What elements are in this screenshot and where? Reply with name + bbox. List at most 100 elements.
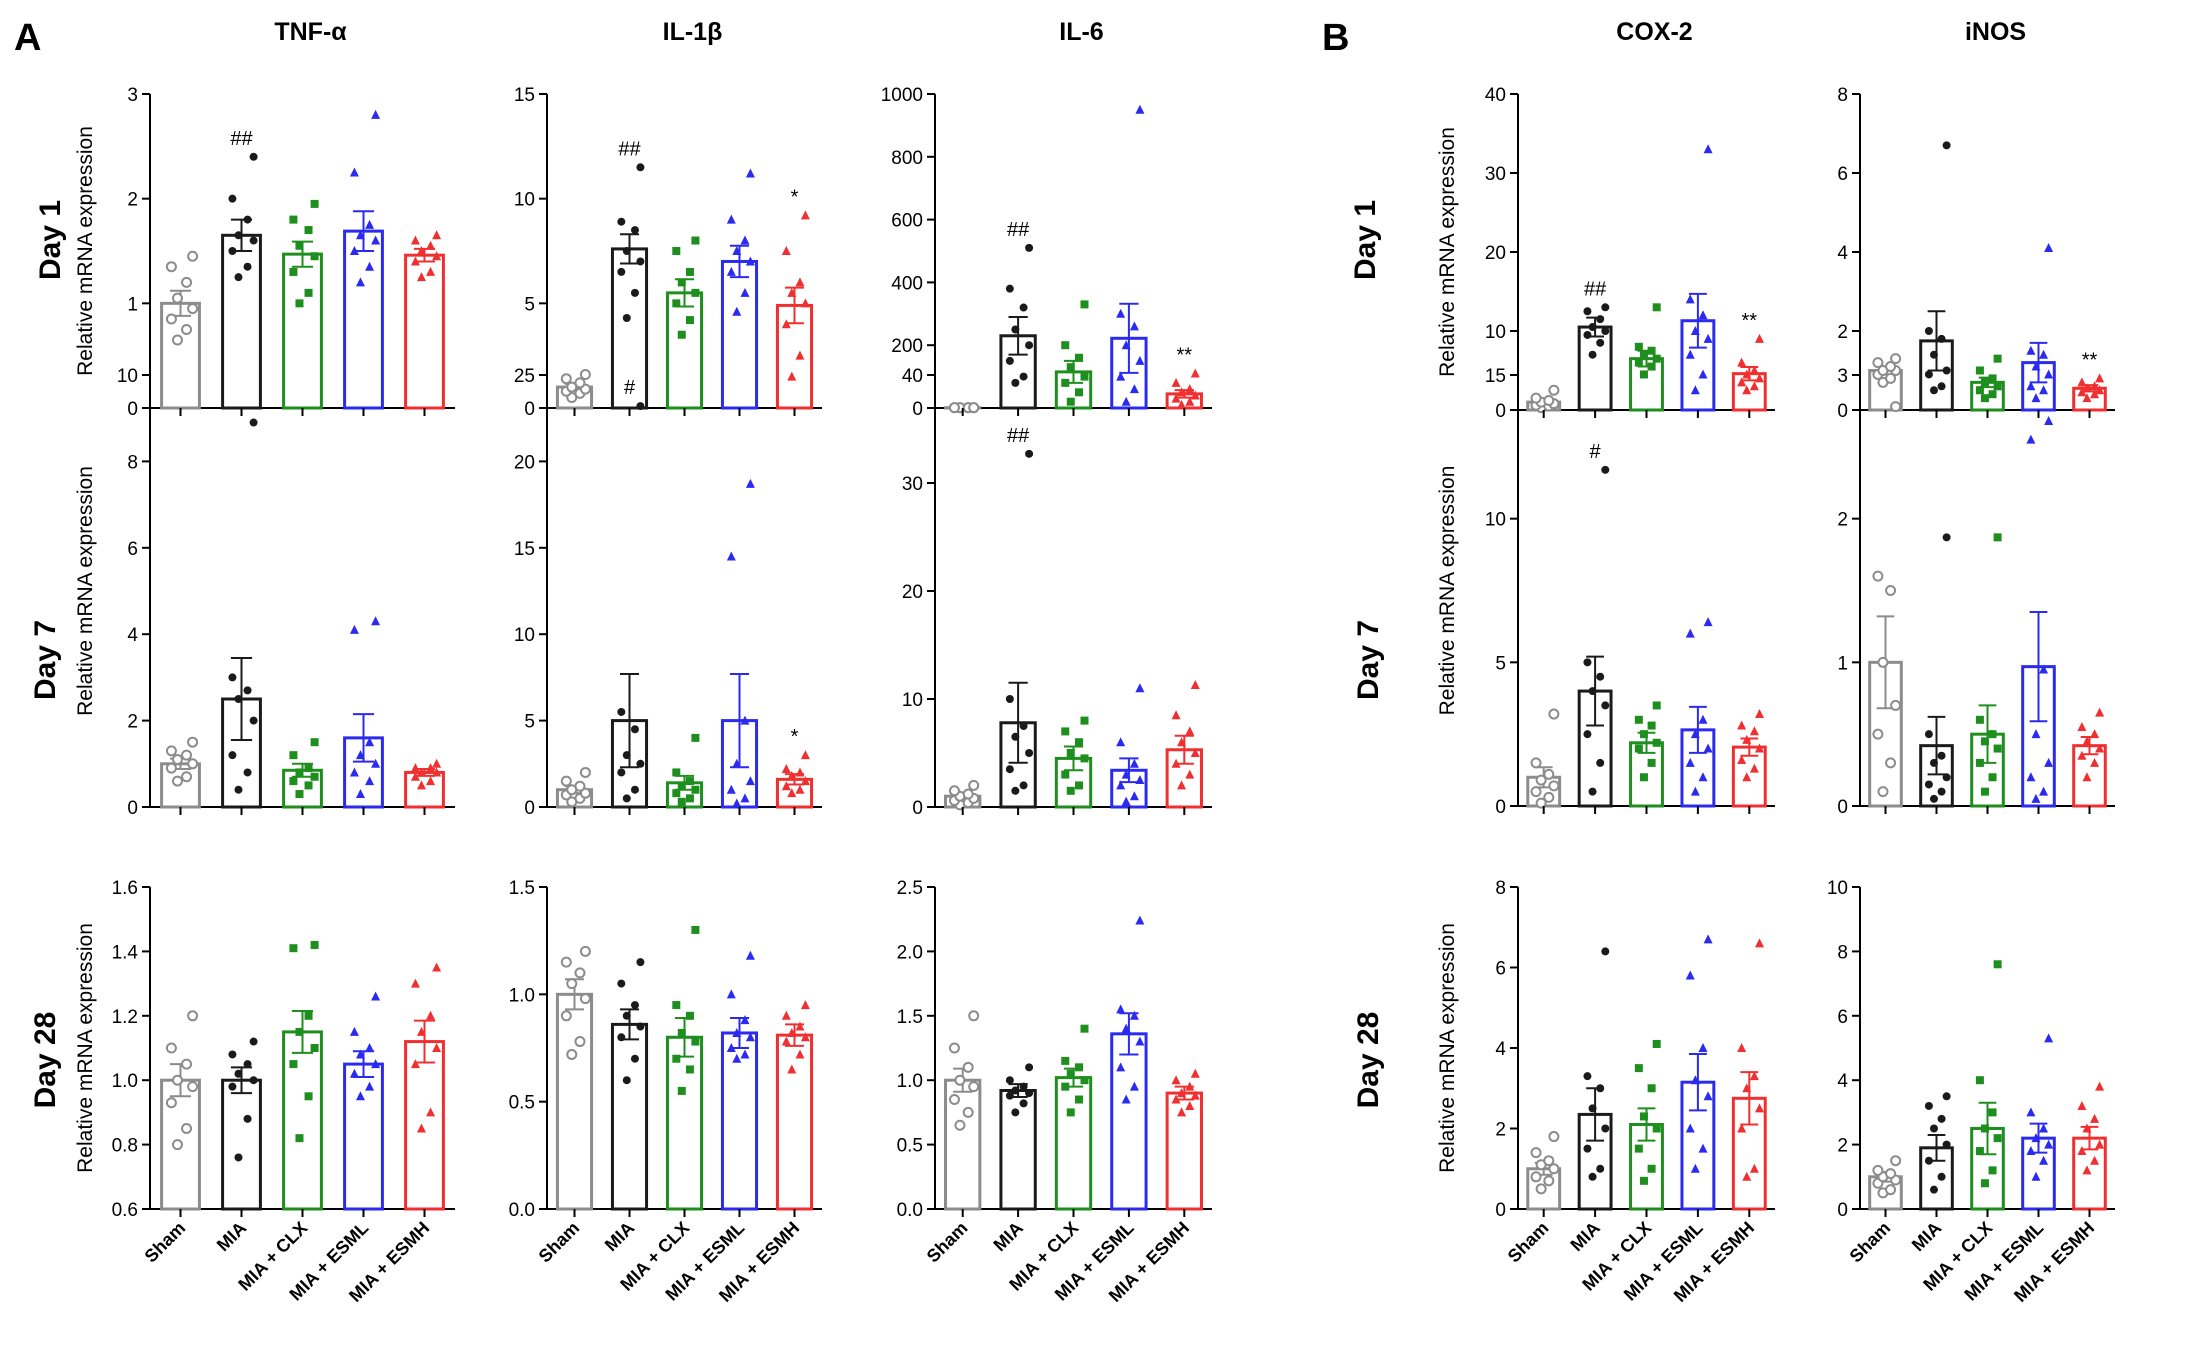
data-point bbox=[1890, 353, 1902, 365]
data-point bbox=[355, 750, 365, 760]
data-point bbox=[795, 767, 805, 777]
data-point bbox=[560, 775, 572, 787]
data-point bbox=[1080, 716, 1089, 725]
data-point bbox=[1074, 388, 1083, 397]
data-point bbox=[1742, 734, 1752, 744]
data-point bbox=[234, 1069, 243, 1078]
data-point bbox=[171, 1139, 183, 1151]
data-point bbox=[1185, 1100, 1195, 1110]
data-point bbox=[1588, 687, 1597, 696]
data-point bbox=[349, 767, 359, 777]
data-point bbox=[181, 749, 193, 761]
data-point bbox=[1754, 709, 1764, 719]
data-point bbox=[1135, 1036, 1145, 1046]
data-point bbox=[677, 330, 686, 339]
data-point bbox=[1975, 1076, 1984, 1085]
data-point bbox=[1685, 1123, 1695, 1133]
data-point bbox=[1937, 751, 1946, 760]
data-point bbox=[2044, 1033, 2054, 1043]
y-tick-label: 4 bbox=[1837, 243, 1848, 264]
data-point bbox=[1698, 1143, 1708, 1153]
chart-title-il6: IL-6 bbox=[1059, 18, 1103, 46]
chart-il1b_d1: IL-1β 0 5 10 15 ## * bbox=[514, 18, 822, 420]
data-point bbox=[1942, 1092, 1951, 1101]
chart-il6_d1: IL-6 0 200 400 600 800 1000 ## ** bbox=[881, 18, 1212, 420]
data-point bbox=[2095, 1081, 2105, 1091]
data-point bbox=[1703, 144, 1713, 154]
data-point bbox=[165, 313, 177, 325]
data-point bbox=[677, 1086, 686, 1095]
data-point bbox=[732, 1027, 742, 1037]
data-point bbox=[371, 109, 381, 119]
data-point bbox=[1942, 533, 1951, 542]
significance-label: ## bbox=[230, 128, 253, 150]
data-point bbox=[228, 673, 237, 682]
panel-label-b: B bbox=[1322, 17, 1349, 59]
bar-1 bbox=[610, 1022, 649, 1211]
data-point bbox=[574, 1036, 586, 1048]
data-point bbox=[1185, 769, 1195, 779]
data-point bbox=[1872, 1164, 1884, 1176]
data-point bbox=[1025, 341, 1034, 350]
y-tick-label: 15 bbox=[514, 85, 535, 106]
data-point bbox=[787, 770, 797, 780]
data-point bbox=[1639, 773, 1648, 782]
data-point bbox=[1121, 796, 1131, 806]
data-point bbox=[948, 785, 960, 797]
data-point bbox=[228, 751, 237, 760]
data-point bbox=[617, 1033, 626, 1042]
data-point bbox=[349, 1026, 359, 1036]
data-point bbox=[1025, 1089, 1034, 1098]
data-point bbox=[1066, 397, 1075, 406]
data-point bbox=[1885, 361, 1897, 373]
data-point bbox=[740, 235, 750, 245]
data-point bbox=[800, 776, 810, 786]
data-point bbox=[234, 231, 243, 240]
data-point bbox=[2090, 1113, 2100, 1123]
data-point bbox=[2082, 772, 2092, 782]
x-tick-label: Sham bbox=[1504, 1218, 1553, 1267]
data-point bbox=[2077, 377, 2087, 387]
data-point bbox=[1583, 658, 1592, 667]
data-point bbox=[795, 277, 805, 287]
data-point bbox=[1737, 357, 1747, 367]
y-tick-label: 1.4 bbox=[112, 942, 139, 963]
data-point bbox=[187, 250, 199, 262]
data-point bbox=[1937, 1172, 1946, 1181]
data-point bbox=[1980, 378, 1989, 387]
data-point bbox=[1061, 1082, 1070, 1091]
data-point bbox=[1754, 743, 1764, 753]
data-point bbox=[410, 235, 420, 245]
bar-2 bbox=[282, 252, 323, 410]
data-point bbox=[416, 1123, 426, 1133]
data-point bbox=[1685, 349, 1695, 359]
y-tick-label: 2 bbox=[1837, 1136, 1848, 1157]
bar-4 bbox=[1165, 1091, 1203, 1211]
data-point bbox=[1019, 1082, 1028, 1091]
bar-4 bbox=[404, 253, 445, 410]
data-point bbox=[1690, 1163, 1700, 1173]
data-point bbox=[228, 194, 237, 203]
y-tick-label: 4 bbox=[1837, 1071, 1848, 1092]
data-point bbox=[371, 758, 381, 768]
y-tick-label: 1.5 bbox=[897, 1007, 923, 1028]
data-point bbox=[1074, 1063, 1083, 1072]
data-point bbox=[1129, 758, 1139, 768]
data-point bbox=[1749, 365, 1759, 375]
data-point bbox=[1185, 396, 1195, 406]
data-point bbox=[1588, 1172, 1597, 1181]
data-point bbox=[745, 950, 755, 960]
data-point bbox=[2031, 729, 2041, 739]
y-tick-label: 1.2 bbox=[112, 1007, 138, 1028]
y-tick-label: 2 bbox=[1837, 510, 1848, 531]
data-point bbox=[1652, 701, 1661, 710]
row-label-day28: Day 28 bbox=[29, 1012, 62, 1109]
data-point bbox=[1601, 1124, 1610, 1133]
data-point bbox=[310, 772, 319, 781]
data-point bbox=[249, 1037, 258, 1046]
data-point bbox=[410, 256, 420, 266]
significance-label: # bbox=[624, 377, 636, 399]
y-tick-label: 0 bbox=[1495, 1200, 1506, 1221]
data-point bbox=[1993, 382, 2002, 391]
data-point bbox=[1690, 786, 1700, 796]
